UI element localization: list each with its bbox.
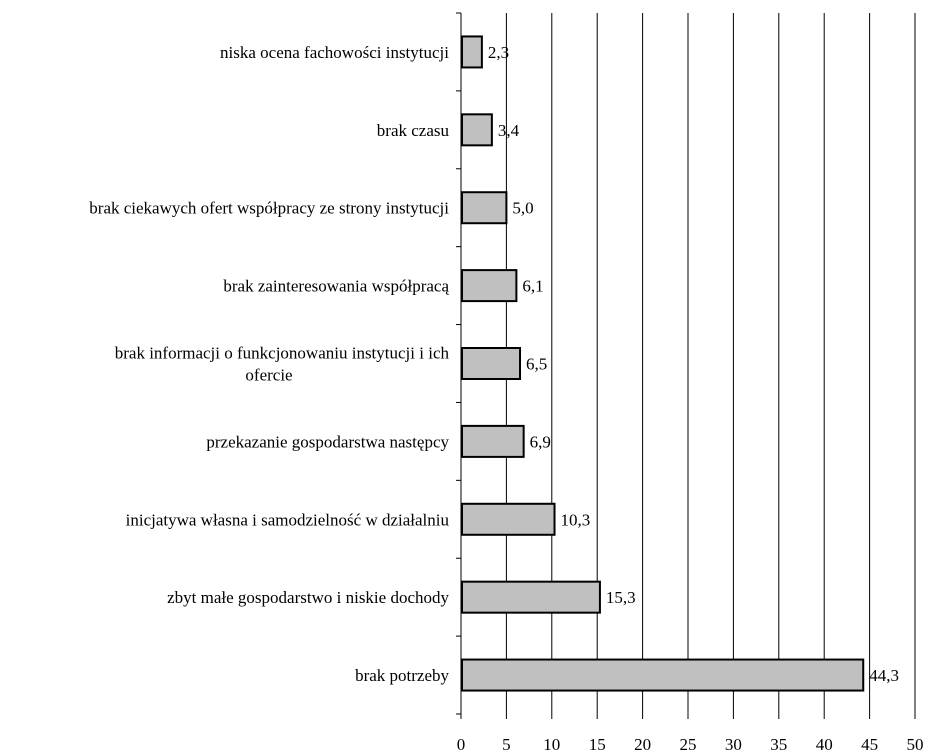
x-tick-labels: 0 5 10 15 20 25 30 35 40 45 50 xyxy=(457,735,924,754)
x-tick-label: 10 xyxy=(543,735,560,754)
grid-lines xyxy=(505,13,916,714)
category-label: brak potrzeby xyxy=(355,666,449,685)
category-label: brak ciekawych ofert współpracy ze stron… xyxy=(89,199,449,218)
bar xyxy=(461,347,522,380)
value-label: 15,3 xyxy=(606,588,636,607)
x-tick-label: 45 xyxy=(861,735,878,754)
value-label: 6,9 xyxy=(530,432,551,451)
x-tick-label: 20 xyxy=(634,735,651,754)
bar xyxy=(461,35,483,69)
category-label: brak zainteresowania współpracą xyxy=(223,277,449,296)
bar xyxy=(461,502,556,536)
category-label: niska ocena fachowości instytucji xyxy=(220,43,449,62)
value-label: 10,3 xyxy=(561,510,591,529)
bar xyxy=(461,191,508,225)
category-label: przekazanie gospodarstwa następcy xyxy=(206,432,449,451)
category-label: brak czasu xyxy=(377,121,450,140)
x-tick-label: 50 xyxy=(907,735,924,754)
value-label: 3,4 xyxy=(498,121,520,140)
category-labels: niska ocena fachowości instytucji brak cz… xyxy=(89,43,449,685)
x-tick-label: 5 xyxy=(502,735,511,754)
value-label: 6,1 xyxy=(522,277,543,296)
bar xyxy=(461,580,601,614)
category-label: zbyt małe gospodarstwo i niskie dochody xyxy=(167,588,449,607)
x-tick-label: 40 xyxy=(816,735,833,754)
bar xyxy=(461,658,865,692)
x-tick-label: 35 xyxy=(770,735,787,754)
x-tick-label: 30 xyxy=(725,735,742,754)
bar xyxy=(461,113,493,147)
x-tick-label: 25 xyxy=(680,735,697,754)
value-label: 5,0 xyxy=(512,199,533,218)
category-label: ofercie xyxy=(245,366,292,385)
bar xyxy=(461,269,518,303)
category-label: inicjatywa własna i samodzielność w dzia… xyxy=(126,510,450,529)
x-tick-label: 0 xyxy=(457,735,466,754)
x-tick-label: 15 xyxy=(589,735,606,754)
value-labels: 2,3 3,4 5,0 6,1 6,5 6,9 10,3 15,3 44,3 xyxy=(488,43,899,685)
value-label: 44,3 xyxy=(869,666,899,685)
value-label: 6,5 xyxy=(526,355,547,374)
category-label: brak informacji o funkcjonowaniu instytu… xyxy=(115,344,450,363)
bars xyxy=(461,35,865,692)
value-label: 2,3 xyxy=(488,43,509,62)
bar xyxy=(461,424,525,458)
